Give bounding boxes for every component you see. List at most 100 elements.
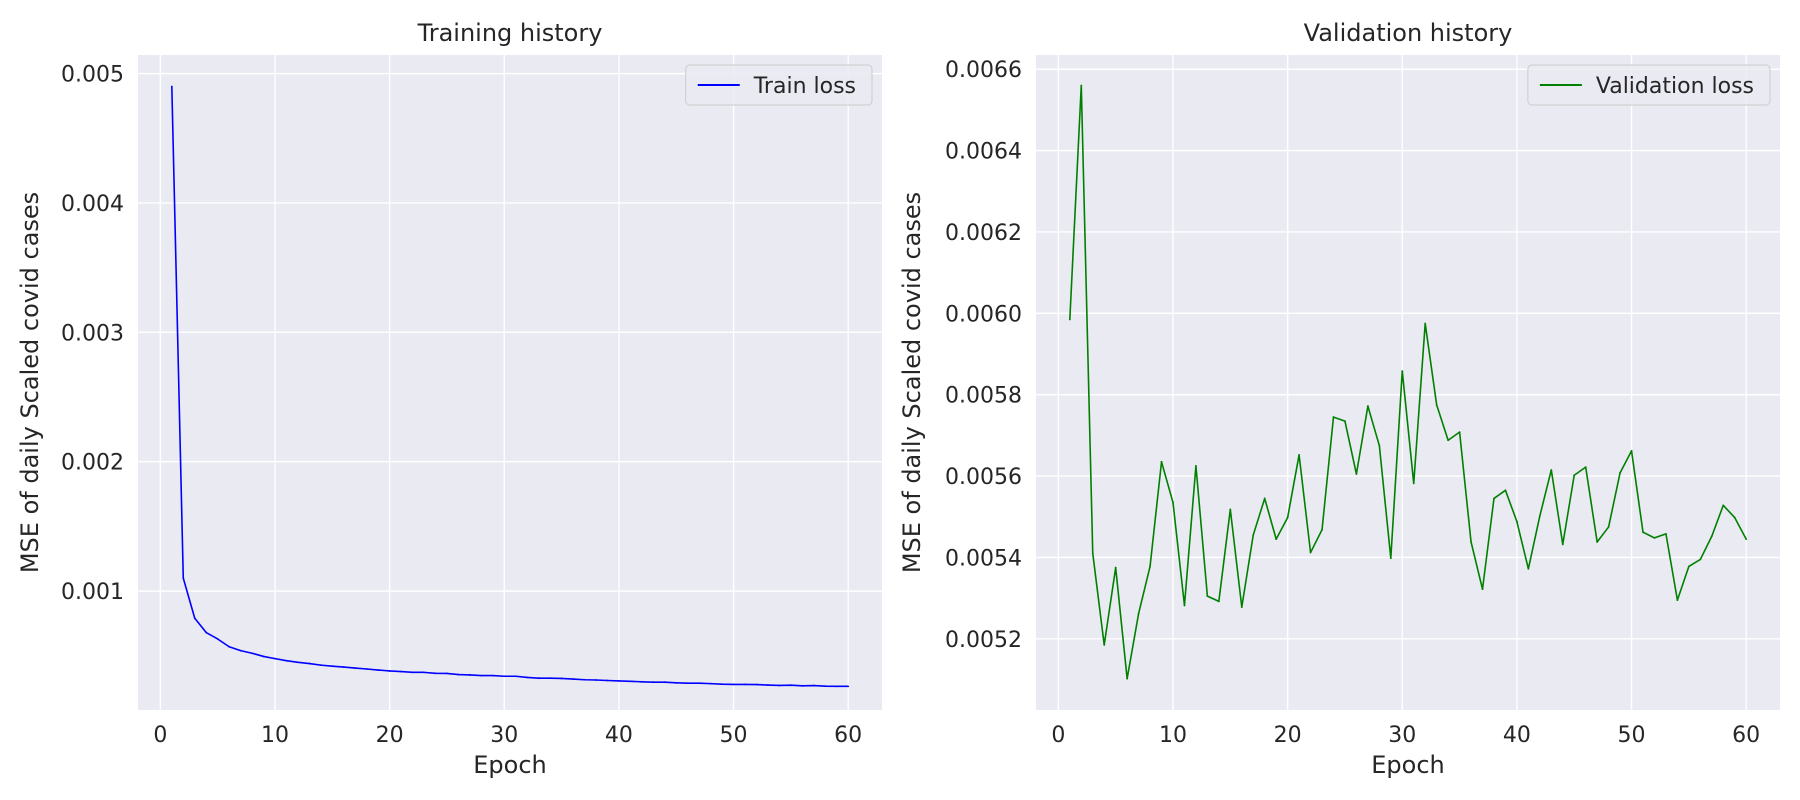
training-data-point — [663, 681, 666, 684]
training-data-point — [755, 683, 758, 686]
validation-history-panel: 0 10 20 30 40 50 60 0.0052 0.0054 0.0056 0.0058 0.0… — [898, 19, 1780, 779]
training-data-point — [549, 677, 552, 680]
training-data-point — [537, 677, 540, 680]
training-data-point — [308, 662, 311, 665]
validation-data-point — [1573, 474, 1576, 477]
validation-chart-title: Validation history — [1304, 19, 1513, 47]
validation-data-point — [1080, 84, 1083, 87]
validation-y-tick-label: 0.0064 — [945, 140, 1022, 165]
validation-data-point — [1642, 531, 1644, 534]
training-data-point — [778, 684, 781, 687]
training-data-point — [847, 685, 850, 688]
training-data-point — [640, 680, 643, 683]
validation-data-point — [1068, 318, 1071, 321]
training-data-point — [400, 670, 402, 673]
validation-y-tick-label: 0.0062 — [945, 221, 1022, 246]
training-data-point — [686, 682, 689, 685]
validation-data-point — [1137, 612, 1140, 615]
validation-data-point — [1687, 565, 1690, 568]
validation-y-tick-label: 0.0058 — [945, 384, 1022, 409]
validation-data-point — [1229, 508, 1232, 511]
training-data-point — [629, 680, 632, 683]
training-data-point — [411, 671, 414, 674]
training-x-tick-label: 20 — [376, 723, 404, 748]
validation-data-point — [1665, 532, 1667, 535]
validation-data-point — [1195, 465, 1197, 467]
training-data-point — [423, 671, 425, 674]
training-data-point — [480, 674, 483, 677]
training-data-point — [801, 684, 804, 687]
validation-data-point — [1447, 439, 1450, 442]
validation-data-point — [1412, 482, 1415, 485]
training-legend-box — [685, 64, 873, 106]
validation-data-point — [1722, 504, 1725, 507]
validation-data-point — [1263, 497, 1266, 500]
training-data-point — [205, 631, 208, 634]
training-data-point — [491, 674, 494, 677]
training-y-tick-label: 0.003 — [61, 321, 124, 346]
validation-data-point — [1561, 543, 1564, 546]
training-data-point — [744, 683, 746, 686]
training-data-point — [388, 670, 391, 672]
validation-data-point — [1481, 588, 1484, 591]
validation-plot-background — [1036, 55, 1780, 710]
training-data-point — [193, 617, 196, 620]
training-data-point — [319, 664, 322, 667]
training-data-point — [216, 638, 219, 640]
training-x-tick-label: 50 — [720, 723, 748, 748]
training-plot-background — [138, 55, 882, 710]
validation-data-point — [1458, 431, 1461, 434]
training-history-panel: 0 10 20 30 40 50 60 0.001 0.002 0.003 0.004 0.005 Tr… — [16, 19, 882, 779]
validation-data-point — [1596, 541, 1599, 543]
validation-data-point — [1378, 444, 1381, 447]
training-y-tick-label: 0.002 — [61, 451, 124, 476]
validation-legend: Validation loss — [1527, 64, 1771, 106]
validation-data-point — [1217, 600, 1220, 603]
validation-data-point — [1172, 501, 1174, 504]
training-x-tick-label: 40 — [605, 723, 633, 748]
validation-data-point — [1091, 552, 1094, 555]
validation-data-point — [1470, 541, 1472, 543]
validation-data-point — [1103, 644, 1106, 646]
validation-y-axis-label: MSE of daily Scaled covid cases — [898, 192, 926, 573]
validation-legend-label: Validation loss — [1596, 74, 1754, 99]
validation-data-point — [1435, 403, 1438, 406]
validation-data-point — [1240, 606, 1243, 608]
validation-data-point — [1733, 516, 1736, 519]
validation-data-point — [1160, 460, 1163, 463]
training-data-point — [514, 675, 517, 678]
validation-data-point — [1630, 449, 1633, 452]
validation-data-point — [1298, 454, 1300, 456]
training-x-tick-label: 60 — [834, 723, 862, 748]
training-data-point — [709, 682, 712, 685]
training-x-tick-label: 0 — [153, 723, 167, 748]
validation-data-point — [1183, 604, 1186, 607]
validation-x-axis-label: Epoch — [1371, 751, 1445, 779]
training-legend: Train loss — [685, 64, 873, 106]
validation-data-point — [1332, 416, 1335, 418]
validation-data-point — [1550, 469, 1553, 471]
training-data-point — [457, 673, 460, 676]
training-chart-title: Training history — [417, 19, 603, 47]
validation-data-point — [1344, 420, 1346, 423]
training-data-point — [297, 661, 299, 664]
training-data-point — [595, 679, 597, 681]
training-data-point — [675, 681, 678, 684]
validation-data-point — [1745, 538, 1748, 541]
training-data-point — [835, 685, 838, 688]
validation-x-tick-label: 20 — [1274, 723, 1302, 748]
validation-data-point — [1114, 566, 1117, 569]
training-data-point — [377, 669, 380, 671]
validation-data-point — [1309, 551, 1312, 554]
training-data-point — [239, 649, 242, 652]
training-data-point — [767, 684, 769, 686]
validation-data-point — [1275, 538, 1278, 541]
training-data-point — [228, 645, 231, 648]
validation-data-point — [1355, 473, 1358, 475]
validation-y-tick-label: 0.0052 — [945, 628, 1022, 653]
validation-x-tick-label: 50 — [1618, 723, 1646, 748]
training-data-point — [354, 667, 357, 669]
training-data-point — [170, 85, 173, 88]
validation-data-point — [1126, 677, 1129, 680]
training-data-point — [560, 677, 563, 680]
